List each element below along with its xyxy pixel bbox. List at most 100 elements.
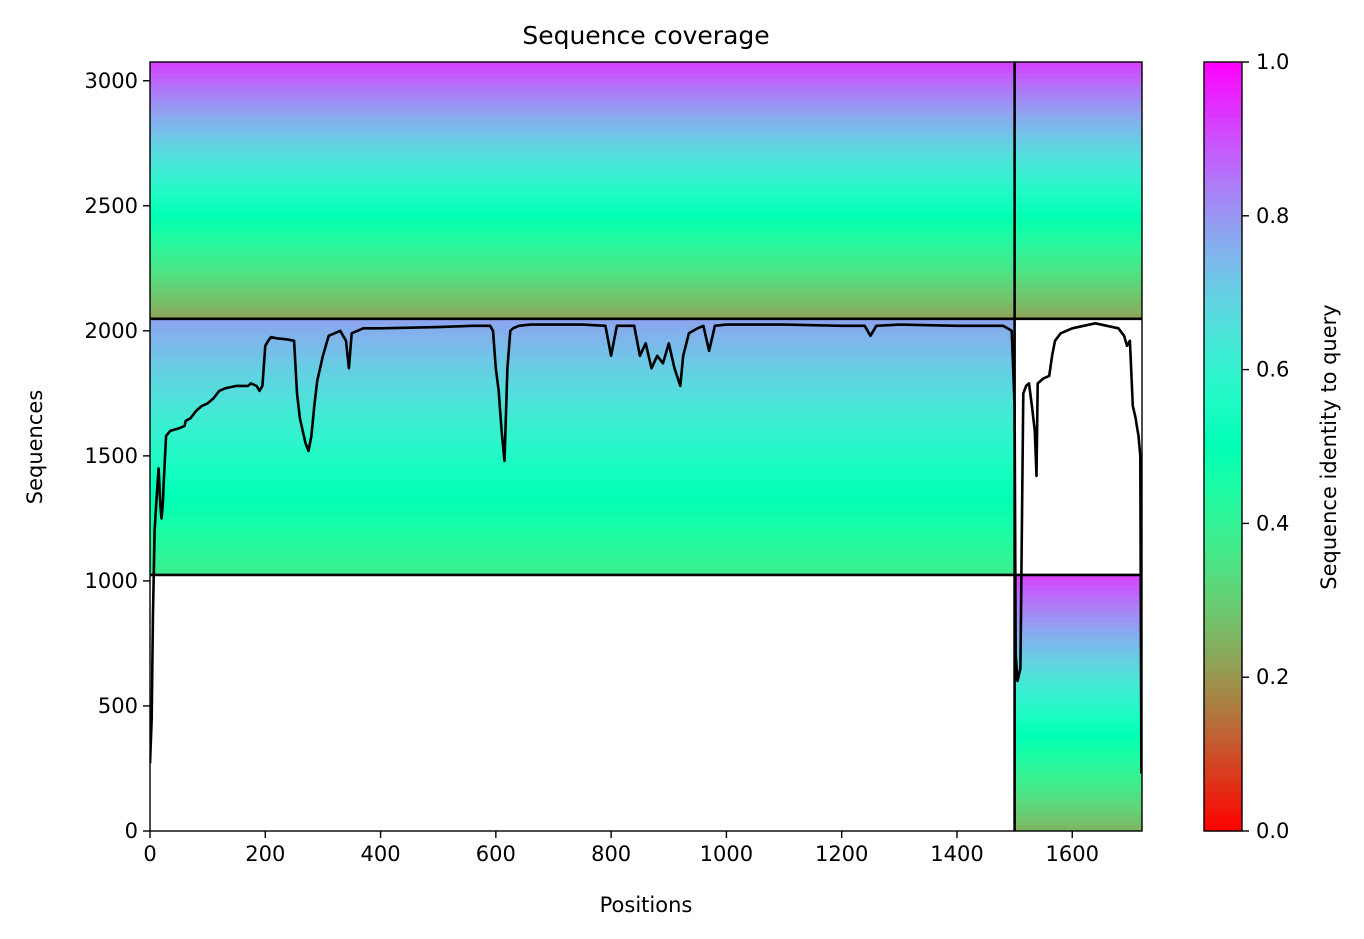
colorbar-step — [1204, 390, 1242, 400]
plot-area — [150, 62, 1142, 831]
heatmap-block-3-row — [1014, 585, 1142, 592]
heatmap-block-3-row — [1014, 820, 1142, 827]
heatmap-block-2-row — [150, 414, 1015, 421]
heatmap-block-3-row — [1014, 750, 1142, 757]
y-tick-label: 1000 — [85, 569, 138, 593]
heatmap-block-2-row — [150, 489, 1015, 496]
heatmap-block-2-row — [150, 393, 1015, 400]
colorbar-step — [1204, 494, 1242, 504]
colorbar-tick-label: 1.0 — [1256, 50, 1289, 74]
colorbar-step — [1204, 638, 1242, 648]
heatmap-block-1-row — [150, 270, 1142, 277]
colorbar-step — [1204, 734, 1242, 744]
heatmap-block-3-row — [1014, 612, 1142, 619]
colorbar-step — [1204, 470, 1242, 480]
colorbar-step — [1204, 806, 1242, 816]
heatmap-block-3-row — [1014, 644, 1142, 651]
colorbar-step — [1204, 518, 1242, 528]
colorbar-step — [1204, 622, 1242, 632]
heatmap-block-1-row — [150, 185, 1142, 192]
colorbar-step — [1204, 398, 1242, 408]
heatmap-block-2-row — [150, 366, 1015, 373]
heatmap-block-2-row — [150, 446, 1015, 453]
heatmap-block-3-row — [1014, 622, 1142, 629]
heatmap-block-1-row — [150, 238, 1142, 245]
colorbar-step — [1204, 598, 1242, 608]
colorbar-tick-label: 0.4 — [1256, 511, 1289, 535]
colorbar-step — [1204, 110, 1242, 119]
x-tick-label: 1600 — [1046, 842, 1099, 866]
colorbar-step — [1204, 270, 1242, 279]
colorbar-step — [1204, 414, 1242, 424]
colorbar-step — [1204, 118, 1242, 127]
heatmap-block-3-row — [1014, 681, 1142, 688]
y-axis-label: Sequences — [23, 390, 47, 505]
y-tick-label: 0 — [125, 819, 138, 843]
heatmap-block-3-row — [1014, 649, 1142, 656]
x-tick-label: 200 — [245, 842, 285, 866]
heatmap-block-2-row — [150, 510, 1015, 517]
colorbar-step — [1204, 670, 1242, 680]
colorbar-step — [1204, 574, 1242, 584]
colorbar-step — [1204, 702, 1242, 712]
colorbar-step — [1204, 798, 1242, 808]
heatmap-block-2-row — [150, 430, 1015, 437]
heatmap-block-1-row — [150, 195, 1142, 202]
colorbar-step — [1204, 374, 1242, 384]
colorbar-step — [1204, 614, 1242, 624]
heatmap-block-3-row — [1014, 617, 1142, 624]
x-tick-label: 0 — [143, 842, 156, 866]
colorbar-step — [1204, 430, 1242, 440]
heatmap-block-3-row — [1014, 772, 1142, 779]
colorbar-step — [1204, 478, 1242, 488]
coverage-line-segment-1 — [150, 323, 1018, 764]
colorbar-step — [1204, 542, 1242, 552]
heatmap-block-1-row — [150, 217, 1142, 224]
colorbar-step — [1204, 454, 1242, 464]
heatmap-block-3-row — [1014, 686, 1142, 693]
x-tick-label: 1000 — [700, 842, 753, 866]
colorbar-step — [1204, 334, 1242, 343]
heatmap-block-1-row — [150, 67, 1142, 74]
x-tick-label: 1200 — [815, 842, 868, 866]
colorbar-step — [1204, 766, 1242, 776]
x-tick-label: 1400 — [930, 842, 983, 866]
colorbar-step — [1204, 150, 1242, 159]
colorbar-step — [1204, 406, 1242, 416]
heatmap-block-1-row — [150, 190, 1142, 197]
heatmap-block-3-row — [1014, 713, 1142, 720]
heatmap-block-1-row — [150, 276, 1142, 282]
heatmap-block-3-row — [1014, 788, 1142, 795]
x-tick-label: 800 — [591, 842, 631, 866]
heatmap-block-2-row — [150, 452, 1015, 459]
heatmap-block-3-row — [1014, 580, 1142, 587]
heatmap-block-3-row — [1014, 692, 1142, 699]
heatmap-block-1-row — [150, 131, 1142, 138]
heatmap-block-1-row — [150, 308, 1142, 315]
heatmap-block-1-row — [150, 302, 1142, 309]
colorbar-step — [1204, 174, 1242, 183]
heatmap-block-3-row — [1014, 670, 1142, 677]
heatmap-block-2-row — [150, 505, 1015, 512]
colorbar-step — [1204, 750, 1242, 760]
heatmap-block-1-row — [150, 169, 1142, 175]
heatmap-block-1-row — [150, 115, 1142, 122]
x-axis-label: Positions — [600, 893, 693, 917]
heatmap-block-3-row — [1014, 676, 1142, 683]
colorbar-step — [1204, 262, 1242, 271]
heatmap-block-1-row — [150, 227, 1142, 234]
colorbar-tick-label: 0.0 — [1256, 819, 1289, 843]
heatmap-block-1-row — [150, 233, 1142, 240]
colorbar-step — [1204, 774, 1242, 784]
colorbar-step — [1204, 214, 1242, 223]
y-tick-label: 500 — [98, 694, 138, 718]
heatmap-block-1-row — [150, 142, 1142, 149]
heatmap-block-1-row — [150, 72, 1142, 79]
colorbar-step — [1204, 782, 1242, 792]
heatmap-block-2-row — [150, 457, 1015, 464]
heatmap-block-1-row — [150, 179, 1142, 186]
colorbar-step — [1204, 318, 1242, 327]
colorbar-step — [1204, 78, 1242, 87]
colorbar-step — [1204, 678, 1242, 688]
